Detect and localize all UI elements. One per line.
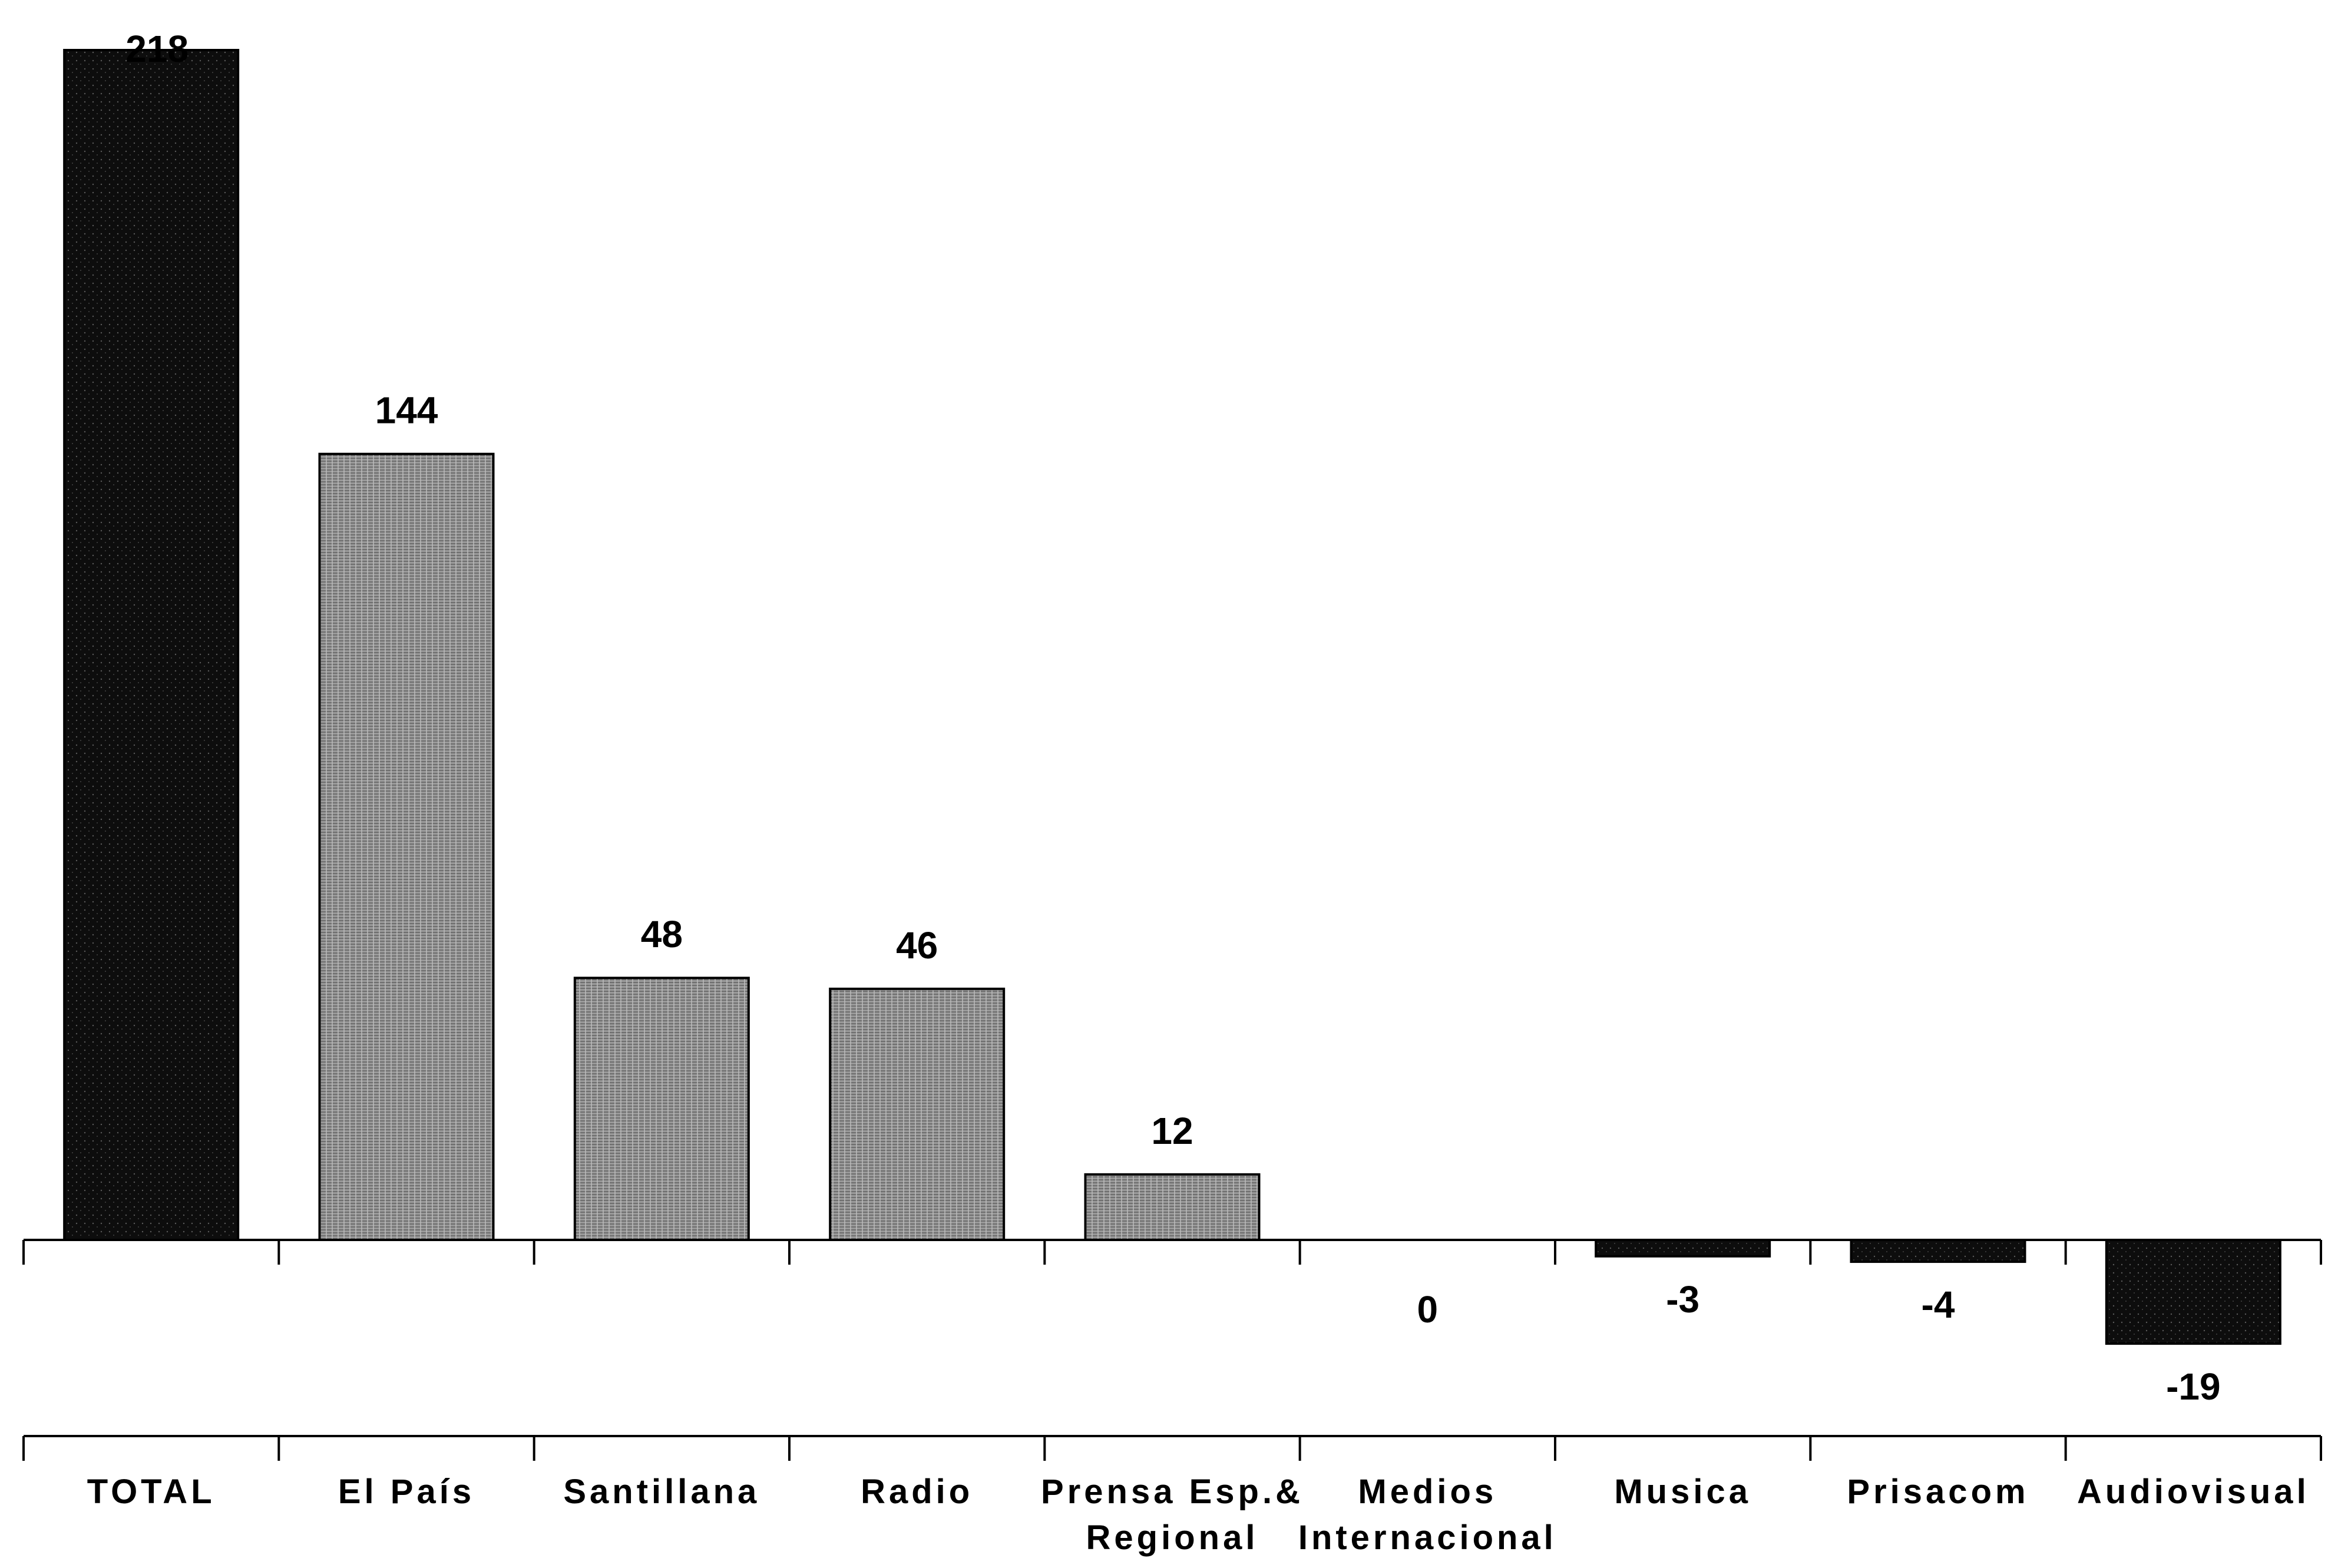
data-label: 0 [1417,1288,1439,1331]
category-label: Audiovisual [2077,1473,2310,1511]
bar-0 [63,49,240,1241]
bars-layer [63,49,2281,1345]
data-label: 46 [896,924,938,967]
bar-1 [318,452,495,1241]
category-label: El País [338,1473,475,1511]
bar-6 [1595,1239,1771,1258]
bar-4 [1084,1173,1261,1242]
data-label: 144 [375,389,438,432]
value-labels: 218 144 48 46 12 0 -3 -4 -19 [125,28,2220,1408]
category-label: Santillana [563,1473,760,1511]
data-label: 12 [1151,1110,1193,1152]
data-label: -4 [1922,1283,1955,1326]
category-label: Musica [1614,1473,1751,1511]
category-label: Medios [1358,1473,1497,1511]
category-label: Prisacom [1847,1473,2029,1511]
bar-8 [2105,1239,2281,1345]
category-labels: TOTAL El País Santillana Radio Prensa Esp.& R… [87,1473,2310,1557]
bar-3 [829,987,1006,1241]
category-label: Internacional [1298,1519,1557,1557]
data-label: 48 [641,913,683,955]
category-label: TOTAL [87,1473,216,1511]
bar-7 [1850,1239,2026,1263]
data-label: 218 [125,28,189,70]
data-label: -3 [1666,1278,1699,1321]
category-label: Radio [861,1473,973,1511]
axis-layer [22,1239,2322,1461]
data-label: -19 [2166,1365,2221,1408]
category-label: Regional [1086,1519,1259,1557]
bar-2 [573,977,750,1241]
category-label: Prensa Esp.& [1041,1473,1304,1511]
